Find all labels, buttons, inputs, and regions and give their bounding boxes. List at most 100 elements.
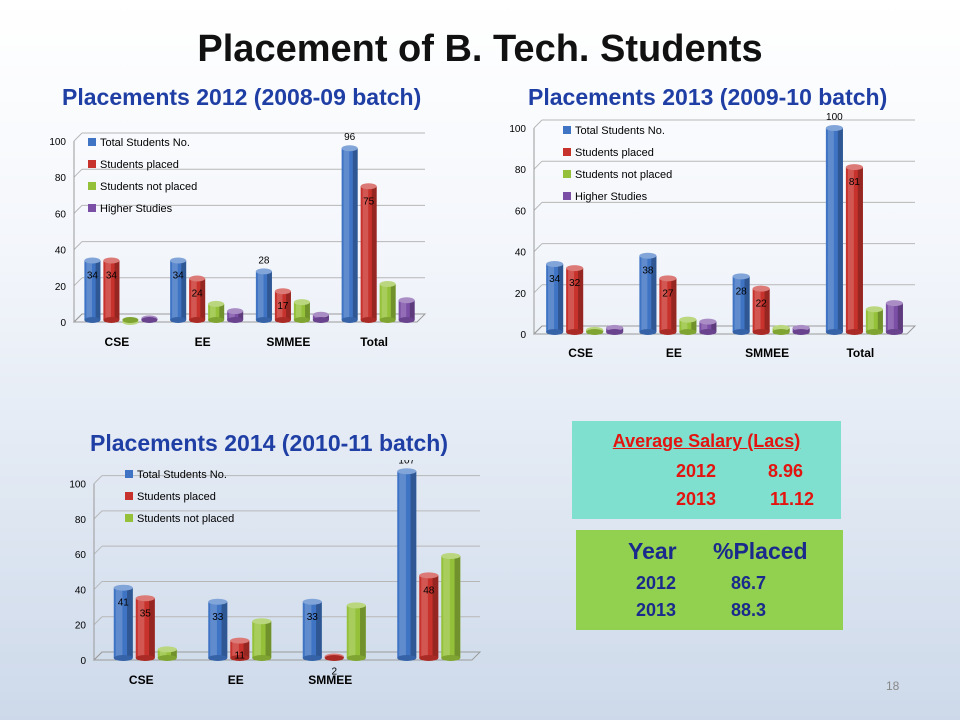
x-tick-label: SMMEE [266,335,310,349]
y-tick-label: 20 [515,289,527,300]
legend-entry: Students placed [575,147,654,159]
y-tick-label: 100 [49,137,66,148]
x-tick-label: CSE [105,335,130,349]
y-tick-label: 0 [80,656,86,667]
percent-placed-box: Year %Placed 2012 86.7 2013 88.3 [576,530,843,630]
y-tick-label: 0 [520,330,526,341]
data-label: 34 [106,270,118,281]
data-label: 35 [140,608,152,619]
salary-year-2012: 2012 [676,461,717,481]
legend-entry: Students not placed [575,169,672,181]
legend: Total Students No. Students placed Student… [88,137,197,215]
page-number: 18 [886,679,900,693]
y-tick-label: 20 [75,621,87,632]
bar [324,653,344,661]
placed-value-2013: 88.3 [731,600,767,620]
legend-swatch [88,204,96,212]
x-tick-label: SMMEE [745,346,789,360]
legend: Total Students No. Students placed Student… [125,469,234,525]
y-tick-label: 100 [509,124,526,135]
legend-swatch [88,182,96,190]
salary-value-2012: 8.96 [768,461,804,481]
bar [157,646,177,661]
data-label: 22 [756,299,768,310]
x-tick-label: CSE [129,673,154,687]
placed-percent-header: %Placed [713,538,808,564]
y-tick-label: 40 [55,246,67,257]
bar [84,257,101,323]
data-label: 38 [642,266,654,277]
bar [122,317,139,325]
x-tick-label: EE [228,673,244,687]
bar [772,324,790,335]
x-tick-label: EE [195,335,211,349]
legend-entry: Total Students No. [100,137,190,149]
x-tick-label: Total [360,335,388,349]
chart-2012: 0 20 40 60 80 100 34 34 CSE 34 24 EE 28 17 SMMEE 96 75 To… [49,132,427,349]
bar [885,300,903,335]
legend-swatch [125,492,133,500]
y-tick-label: 40 [75,585,87,596]
data-label: 107 [398,460,415,466]
x-tick-label: SMMEE [308,673,352,687]
data-label: 27 [662,288,674,299]
y-tick-label: 80 [75,515,87,526]
placed-year-2013: 2013 [636,600,677,620]
x-tick-label: CSE [568,346,593,360]
data-label: 17 [277,301,289,312]
bar [135,595,155,661]
legend-entry: Students not placed [100,181,197,193]
y-tick-label: 80 [55,173,67,184]
salary-year-2013: 2013 [676,489,717,509]
data-label: 48 [423,585,435,596]
bar [825,125,843,335]
bar [274,288,291,323]
placed-year-2012: 2012 [636,573,677,593]
bar [252,618,272,661]
y-tick-label: 20 [55,282,67,293]
data-label: 24 [192,289,204,300]
bar [312,311,329,323]
legend-swatch [563,148,571,156]
data-label: 96 [344,132,356,143]
bar [302,598,322,661]
legend-entry: Students placed [100,159,179,171]
data-label: 81 [849,177,861,188]
average-salary-header: Average Salary (Lacs) [612,431,801,451]
bar [845,164,863,335]
data-label: 2 [331,666,337,677]
data-label: 11 [235,651,246,662]
bar [397,468,417,661]
bar [346,602,366,661]
legend-entry: Higher Studies [575,191,648,203]
bar [419,572,439,661]
y-tick-label: 40 [515,248,527,259]
legend-swatch [563,126,571,134]
legend-swatch [88,138,96,146]
salary-value-2013: 11.12 [770,489,815,509]
chart-2012-title: Placements 2012 (2008-09 batch) [62,84,422,110]
legend-swatch [563,170,571,178]
legend-swatch [125,470,133,478]
bar [659,275,677,335]
bar [566,265,584,335]
bar [792,324,810,335]
bar [379,280,396,323]
bar [103,257,120,323]
y-tick-label: 60 [515,206,527,217]
bar [732,273,750,335]
bar [586,326,604,335]
data-label: 33 [307,612,319,623]
legend-entry: Students placed [137,491,216,503]
chart-2013: 0 20 40 60 80 100 34 32 CSE 38 27 EE 28 22 SMMEE 100 81 T… [509,112,917,360]
placed-value-2012: 86.7 [731,573,767,593]
bar [639,252,657,335]
legend-swatch [125,514,133,522]
bar [606,324,624,335]
data-label: 34 [549,274,561,285]
data-label: 41 [118,598,130,609]
legend-swatch [88,160,96,168]
bar [227,308,244,323]
chart-floor [92,651,482,661]
bar [141,315,158,323]
